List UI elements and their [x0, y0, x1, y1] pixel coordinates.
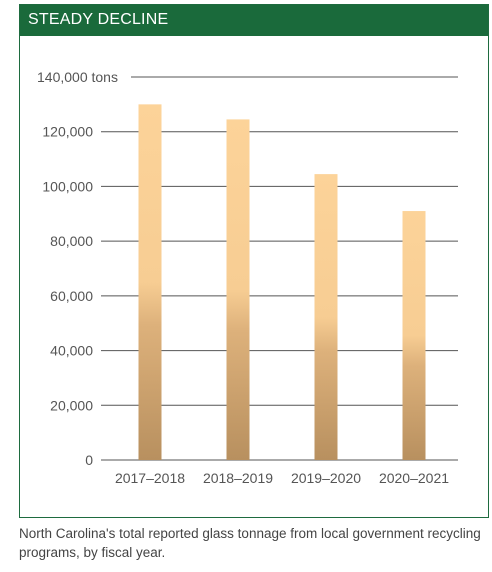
- y-tick-label: 100,000: [42, 178, 93, 194]
- bar-2018–2019: [226, 119, 250, 461]
- x-axis-labels: 2017–2018 2018–2019 2019–2020 2020–2021: [115, 470, 449, 486]
- y-tick-label: 20,000: [50, 397, 93, 413]
- x-category-label: 2017–2018: [115, 470, 185, 486]
- bar-2020–2021: [402, 211, 426, 460]
- x-category-label: 2019–2020: [291, 470, 361, 486]
- x-category-label: 2018–2019: [203, 470, 273, 486]
- y-tick-label: 0: [85, 452, 93, 468]
- chart-title: STEADY DECLINE: [28, 11, 169, 28]
- y-tick-label: 140,000 tons: [37, 69, 118, 85]
- chart-caption: North Carolina's total reported glass to…: [19, 526, 481, 560]
- bar-2017–2018: [138, 104, 162, 460]
- x-category-label: 2020–2021: [379, 470, 449, 486]
- y-tick-label: 60,000: [50, 288, 93, 304]
- bar-2019–2020: [314, 174, 338, 460]
- bars: [138, 104, 426, 461]
- y-tick-label: 40,000: [50, 343, 93, 359]
- y-tick-label: 120,000: [42, 124, 93, 140]
- chart-header: STEADY DECLINE: [20, 5, 488, 36]
- y-tick-label: 80,000: [50, 233, 93, 249]
- y-axis-labels: 0 20,000 40,000 60,000 80,000 100,000 120,000 1…: [37, 69, 118, 468]
